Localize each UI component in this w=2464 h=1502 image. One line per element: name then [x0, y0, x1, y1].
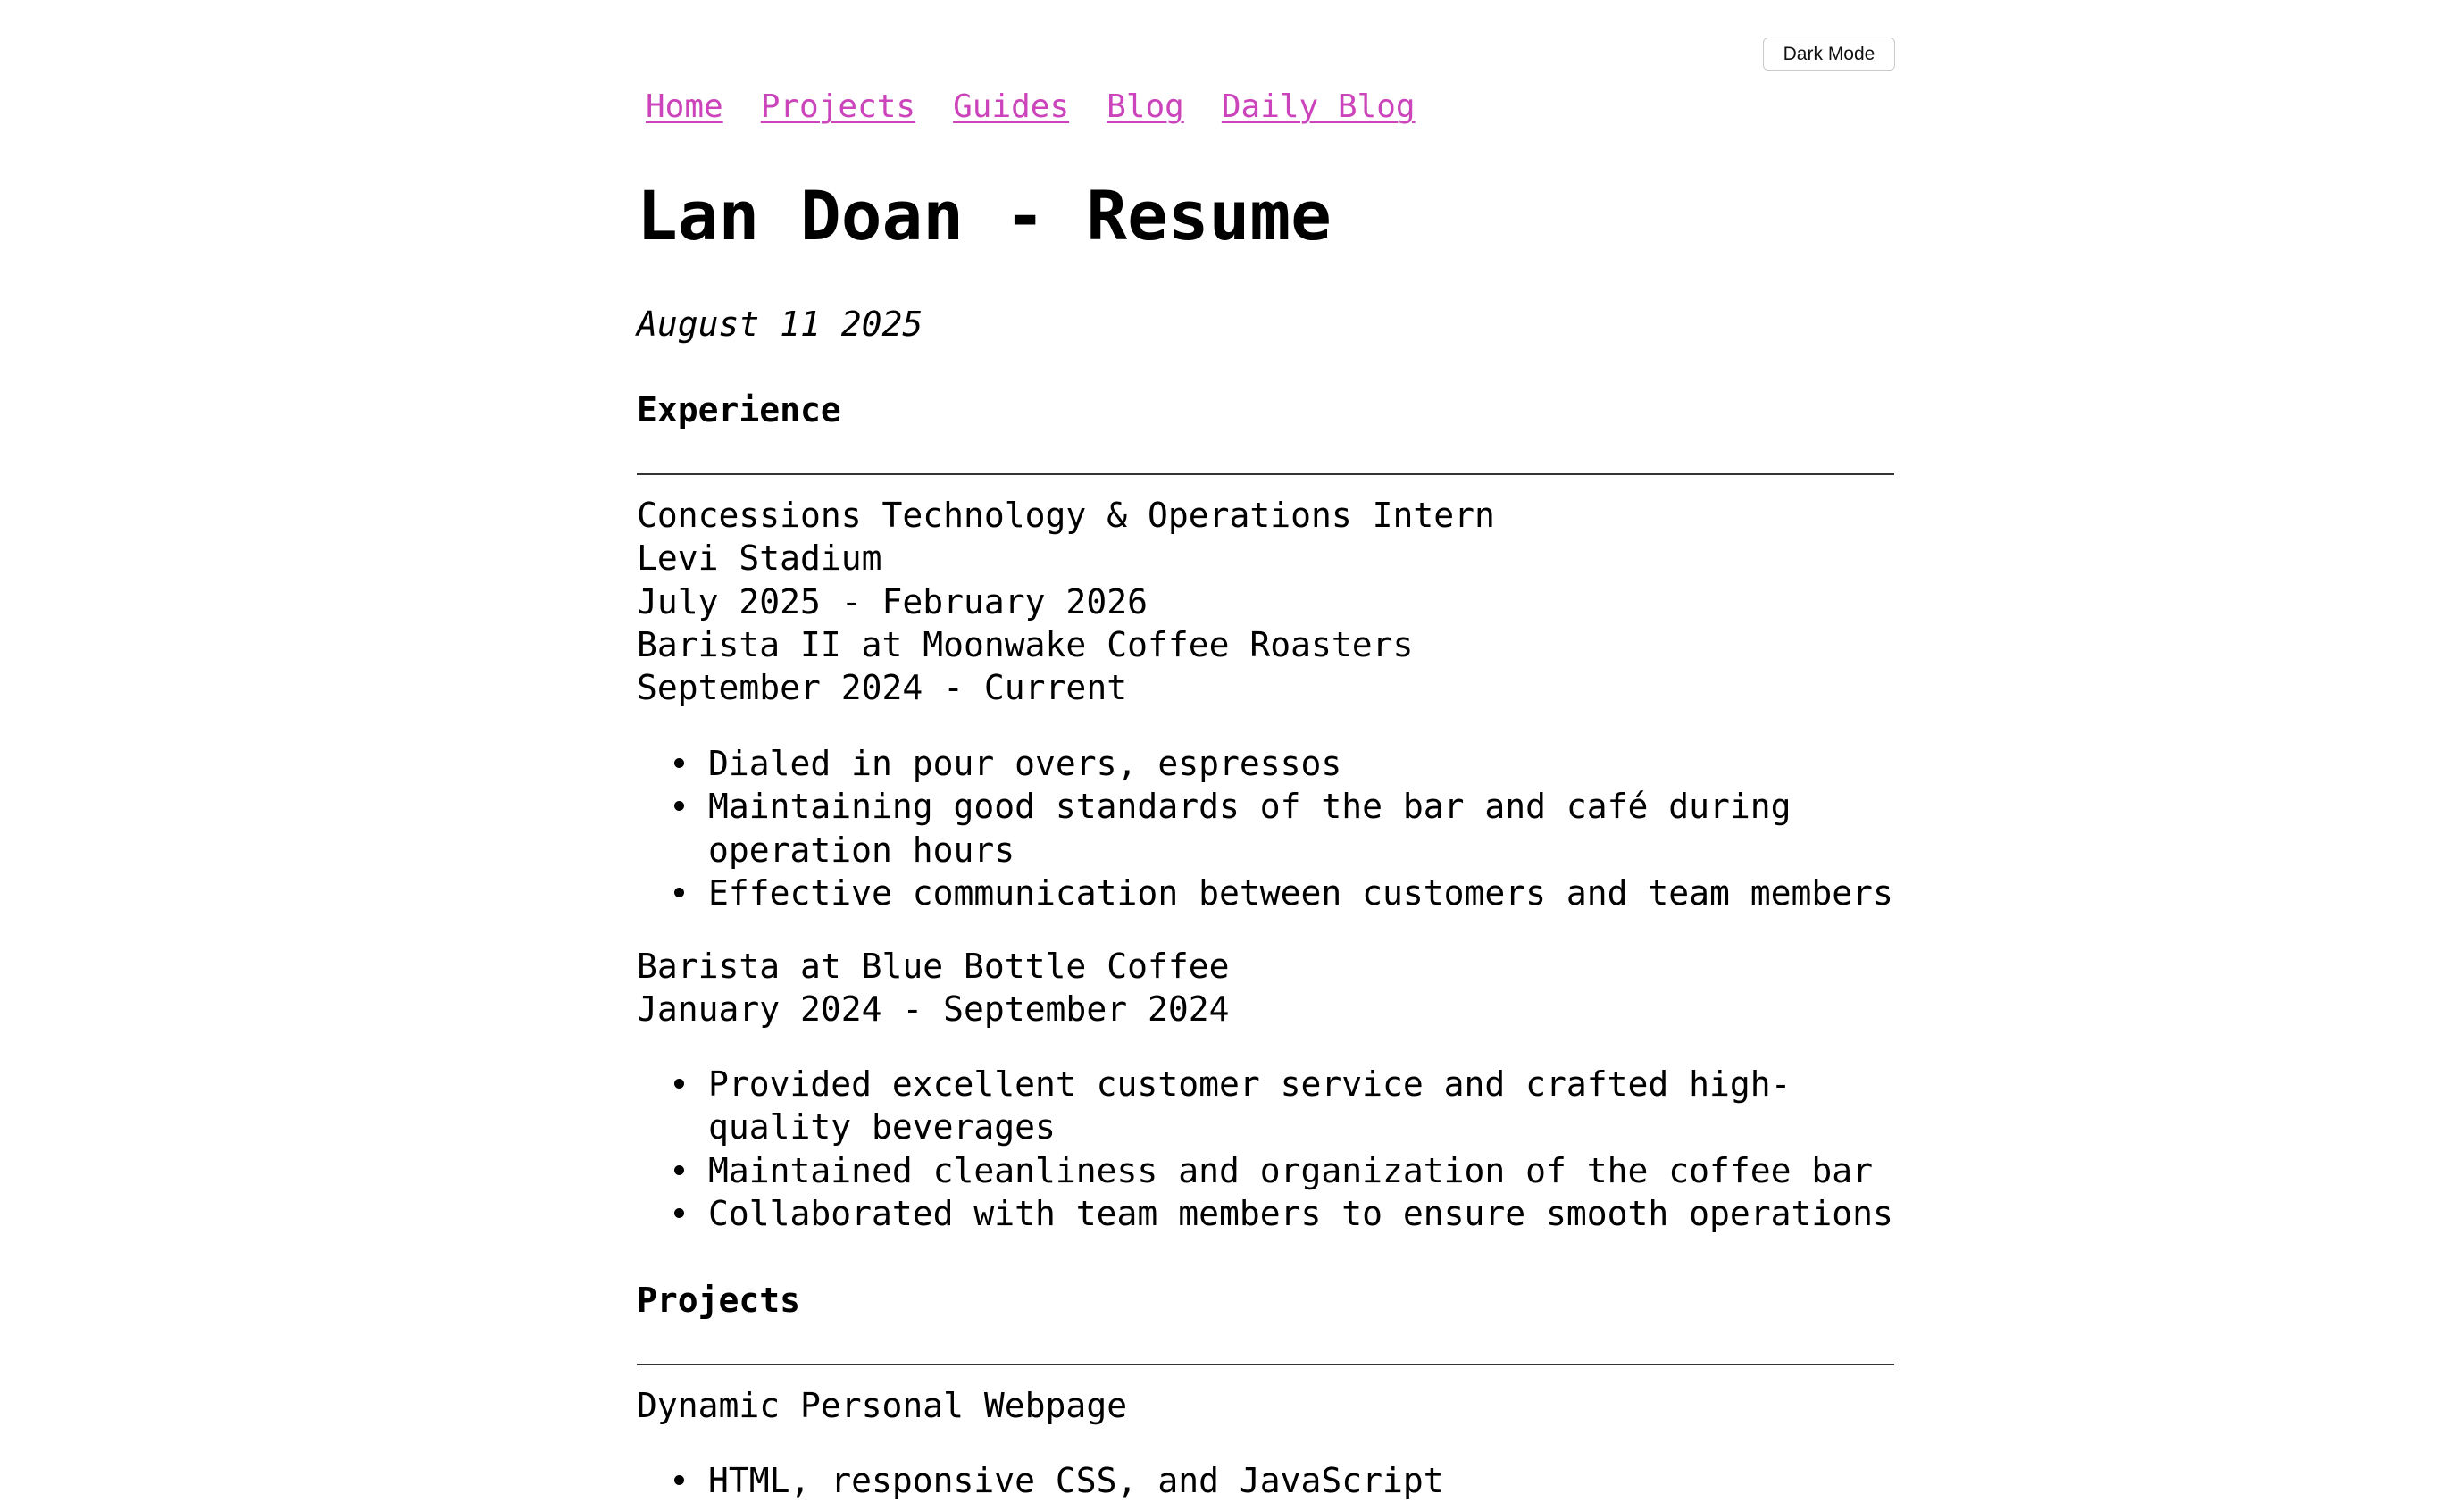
- list-item: Effective communication between customer…: [674, 872, 1894, 914]
- list-item: Maintained cleanliness and organization …: [674, 1149, 1894, 1192]
- project-title: Dynamic Personal Webpage: [637, 1386, 1128, 1425]
- job-dates: January 2024 - September 2024: [637, 989, 1230, 1030]
- job-title: Barista II at Moonwake Coffee Roasters: [637, 624, 1414, 664]
- job-entry: Concessions Technology & Operations Inte…: [637, 494, 1894, 709]
- list-item: HTML, responsive CSS, and JavaScript: [674, 1459, 1894, 1502]
- job-title: Concessions Technology & Operations Inte…: [637, 496, 1495, 535]
- project-entry: Dynamic Personal Webpage: [637, 1384, 1894, 1427]
- projects-heading: Projects: [637, 1281, 801, 1320]
- nav-link-guides[interactable]: Guides: [953, 88, 1070, 125]
- dark-mode-button[interactable]: Dark Mode: [1763, 38, 1895, 71]
- nav-link-projects[interactable]: Projects: [760, 88, 916, 125]
- nav-link-blog[interactable]: Blog: [1107, 88, 1184, 125]
- list-item: Maintaining good standards of the bar an…: [674, 785, 1894, 872]
- projects-divider: [637, 1364, 1894, 1365]
- experience-heading: Experience: [637, 390, 841, 430]
- page-title: Lan Doan - Resume: [637, 176, 1332, 255]
- job-title: Barista at Blue Bottle Coffee: [637, 947, 1230, 986]
- job-dates: September 2024 - Current: [637, 668, 1128, 708]
- main-nav: Home Projects Guides Blog Daily Blog: [646, 82, 1416, 132]
- list-item: Dialed in pour overs, espressos: [674, 742, 1894, 785]
- job-entry: Barista at Blue Bottle Coffee January 20…: [637, 945, 1894, 1031]
- job-company: Levi Stadium: [637, 538, 882, 579]
- job-bullet-list: Dialed in pour overs, espressos Maintain…: [637, 742, 1894, 914]
- list-item: Provided excellent customer service and …: [674, 1063, 1894, 1149]
- project-bullet-list: HTML, responsive CSS, and JavaScript: [637, 1459, 1894, 1502]
- list-item: Collaborated with team members to ensure…: [674, 1192, 1894, 1235]
- resume-date: August 11 2025: [637, 305, 923, 344]
- nav-link-home[interactable]: Home: [646, 88, 723, 125]
- nav-link-daily-blog[interactable]: Daily Blog: [1221, 88, 1416, 125]
- job-dates: July 2025 - February 2026: [637, 581, 1148, 622]
- job-bullet-list: Provided excellent customer service and …: [637, 1063, 1894, 1235]
- experience-divider: [637, 473, 1894, 475]
